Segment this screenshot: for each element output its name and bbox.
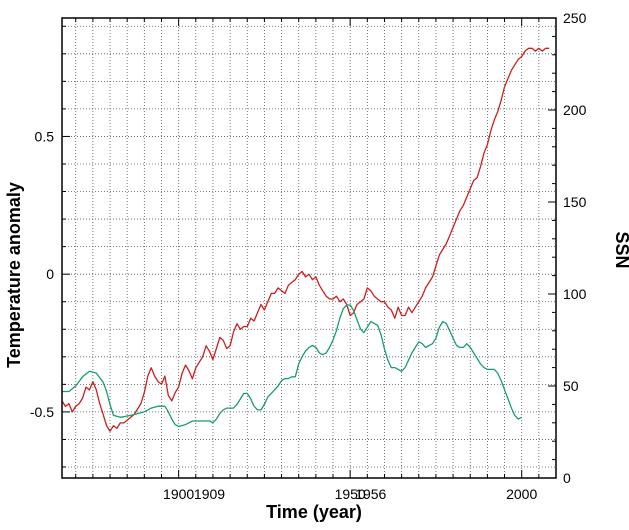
y-right-tick-label: 0 (563, 470, 571, 486)
series-line-temperature (61, 47, 550, 432)
series-group (61, 47, 550, 432)
y-right-tick-label: 150 (563, 194, 587, 210)
x-tick-label: 2000 (506, 486, 537, 502)
x-tick-label: 1900 (163, 486, 194, 502)
y-right-tick-label: 100 (563, 286, 587, 302)
y-left-tick-label: -0.5 (30, 404, 54, 420)
y-axis-right-title: SSN (612, 231, 629, 268)
series-line-ssn (62, 304, 523, 428)
ticks (62, 17, 556, 479)
y-right-tick-label: 200 (563, 102, 587, 118)
y-right-tick-label: 250 (563, 10, 587, 26)
y-axis-left-title: Temperature anomaly (4, 182, 24, 368)
x-tick-label: 1909 (194, 486, 225, 502)
x-tick-label: 1956 (355, 486, 386, 502)
grid (62, 18, 556, 478)
x-axis-title: Time (year) (266, 502, 362, 522)
x-tick-label: 1950 (335, 486, 366, 502)
y-left-tick-label: 0.5 (35, 128, 55, 144)
y-left-tick-label: 0 (46, 266, 54, 282)
plot-frame (61, 17, 557, 479)
y-right-tick-label: 50 (563, 378, 579, 394)
